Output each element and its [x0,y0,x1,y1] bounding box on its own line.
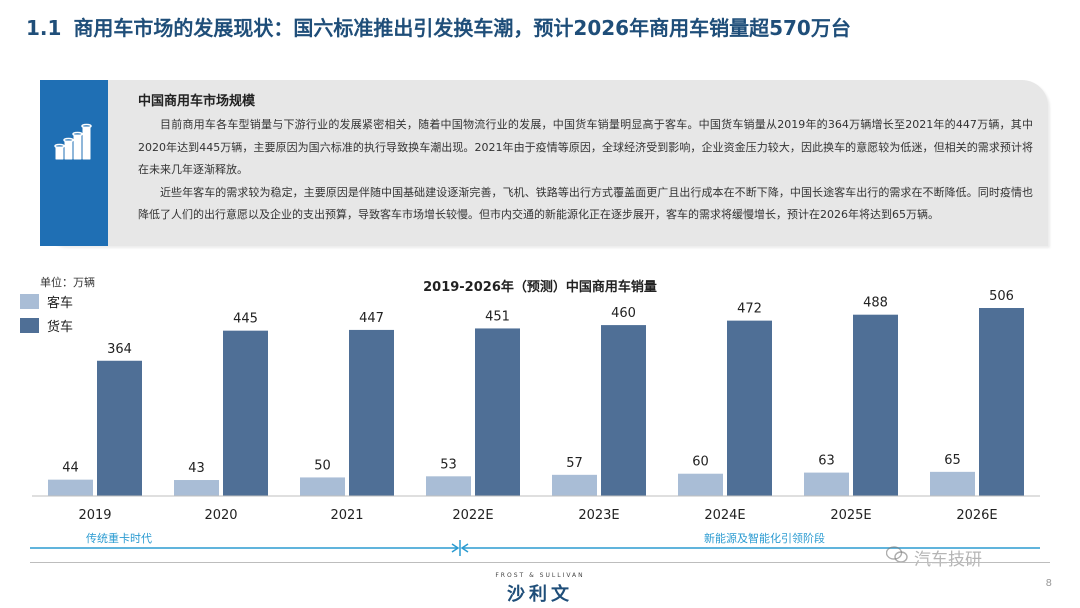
bar-truck-2024E [727,320,772,496]
data-label-truck-2021: 447 [359,311,384,326]
bar-bus-2024E [678,473,723,496]
timeline-arrow-right [451,543,460,553]
bar-bus-2025E [804,472,849,496]
data-label-truck-2026E: 506 [989,289,1014,304]
data-label-bus-2026E: 65 [944,453,961,468]
bar-bus-2021 [300,477,345,496]
data-label-truck-2025E: 488 [863,296,888,311]
chart-title: 2019-2026年（预测）中国商用车销量 [423,280,657,295]
bar-truck-2021 [349,329,394,496]
bar-truck-2026E [979,308,1024,496]
x-tick-2024E: 2024E [704,508,745,523]
data-label-truck-2023E: 460 [611,306,636,321]
data-label-truck-2020: 445 [233,312,258,327]
chart-unit-label: 单位：万辆 [40,276,95,289]
data-label-truck-2019: 364 [107,342,132,357]
card-icon-panel [40,80,108,246]
bar-bus-2023E [552,474,597,496]
legend-swatch-truck [20,318,39,333]
wechat-icon [885,546,908,569]
data-label-bus-2024E: 60 [692,455,709,470]
legend-swatch-bus [20,294,39,309]
timeline-arrow-left [460,543,469,553]
brand-logo: 沙利文 [507,584,573,605]
bar-bus-2022E [426,476,471,496]
bar-truck-2023E [601,325,646,496]
bar-truck-2020 [223,330,268,496]
x-tick-2021: 2021 [330,508,363,523]
card-title: 中国商用车市场规模 [138,94,256,109]
legend-label-bus: 客车 [47,296,74,311]
card-body: 目前商用车各车型销量与下游行业的发展紧密相关，随着中国物流行业的发展，中国货车销… [138,114,1033,227]
page-title-text: 商用车市场的发展现状：国六标准推出引发换车潮，预计2026年商用车销量超570万… [73,16,851,40]
data-label-bus-2021: 50 [314,458,331,473]
data-label-truck-2024E: 472 [737,302,762,317]
bar-chart-growth-icon [54,123,92,161]
watermark-text: 汽车技研 [914,550,982,570]
x-tick-2022E: 2022E [452,508,493,523]
card-paragraph-2: 近些年客车的需求较为稳定，主要原因是伴随中国基础建设逐渐完善，飞机、铁路等出行方… [138,185,1033,222]
data-label-bus-2020: 43 [188,461,205,476]
legend-item-bus: 客车 [20,292,73,311]
bar-bus-2026E [930,471,975,496]
page-title: 1.1 商用车市场的发展现状：国六标准推出引发换车潮，预计2026年商用车销量超5… [26,12,851,41]
bar-truck-2025E [853,314,898,496]
brand-english: FROST & SULLIVAN [495,572,585,579]
data-label-truck-2022E: 451 [485,309,510,324]
footer-divider [30,562,1050,563]
x-tick-2025E: 2025E [830,508,871,523]
data-label-bus-2019: 44 [62,461,79,476]
legend-item-truck: 货车 [20,316,73,335]
bar-bus-2019 [48,479,93,496]
section-number: 1.1 [26,16,62,40]
phase-label-new-energy: 新能源及智能化引领阶段 [704,532,825,545]
data-label-bus-2022E: 53 [440,457,457,472]
watermark: 汽车技研 [885,545,982,570]
bar-bus-2020 [174,480,219,496]
legend-label-truck: 货车 [47,320,74,335]
x-tick-2019: 2019 [78,508,111,523]
bar-truck-2019 [97,360,142,496]
bar-truck-2022E [475,328,520,496]
card-paragraph-1: 目前商用车各车型销量与下游行业的发展紧密相关，随着中国物流行业的发展，中国货车销… [138,118,1033,176]
summary-card [40,80,1048,246]
data-label-bus-2025E: 63 [818,454,835,469]
phase-label-traditional: 传统重卡时代 [86,532,152,545]
x-tick-2023E: 2023E [578,508,619,523]
x-tick-2026E: 2026E [956,508,997,523]
x-tick-2020: 2020 [204,508,237,523]
page-number: 8 [1045,578,1052,589]
data-label-bus-2023E: 57 [566,456,583,471]
